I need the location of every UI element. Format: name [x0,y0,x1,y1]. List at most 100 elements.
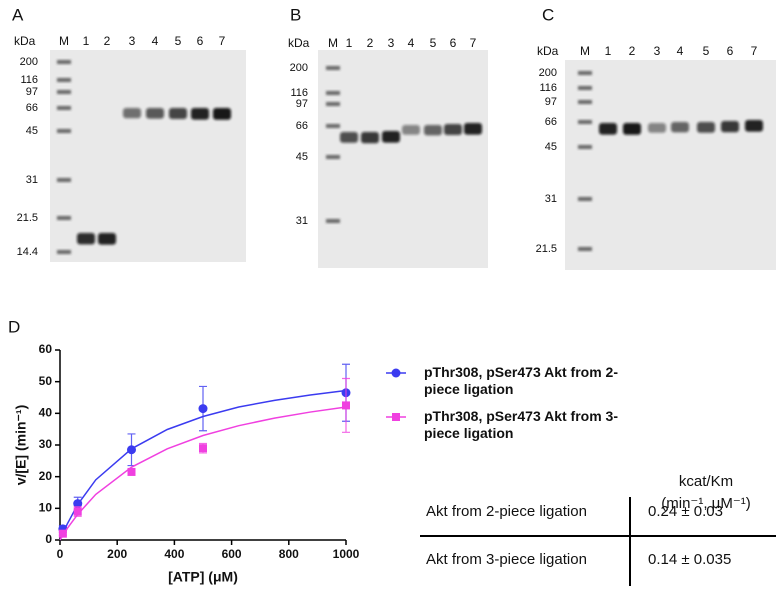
lane-label: 3 [129,34,136,48]
lane-label: 1 [605,44,612,58]
x-tick-label: 1000 [333,547,360,561]
y-tick-label: 10 [39,501,53,515]
gel-unit-label: kDa [537,44,559,58]
y-tick-label: 50 [39,374,53,388]
lane-label: 7 [219,34,226,48]
table-cell: Akt from 3-piece ligation [426,551,587,568]
protein-band [745,120,763,132]
marker-band [57,250,71,254]
marker-band [326,155,340,159]
marker-label: 45 [26,125,38,137]
x-tick-label: 400 [164,547,184,561]
lane-label: 6 [727,44,734,58]
lane-label: 1 [346,36,353,50]
marker-band [326,219,340,223]
data-point [199,444,207,453]
x-axis-label: [ATP] (μM) [168,569,238,585]
y-tick-label: 40 [39,406,53,420]
gel-image [50,50,246,262]
table-header: kcat/Km [679,473,733,490]
marker-label: 200 [539,67,557,79]
marker-label: 31 [545,193,557,205]
protein-band [146,108,164,119]
data-point [342,401,350,410]
marker-label: 66 [296,120,308,132]
marker-label: 31 [296,215,308,227]
y-tick-label: 20 [39,469,53,483]
lane-label: 6 [450,36,457,50]
protein-band [671,122,689,133]
data-point [73,499,83,509]
marker-label: 200 [290,62,308,74]
table-header: (min⁻¹, μM⁻¹) [661,495,750,512]
marker-band [578,247,592,251]
x-tick-label: 800 [279,547,299,561]
lane-label: 2 [367,36,374,50]
y-tick-label: 30 [39,437,53,451]
x-tick-label: 200 [107,547,127,561]
protein-band [123,108,141,119]
marker-band [326,91,340,95]
marker-band [578,86,592,90]
x-tick-label: 0 [57,547,64,561]
gel-image [318,50,488,268]
fit-curve [59,406,347,541]
protein-band [623,123,641,135]
lane-label: M [580,44,590,58]
marker-label: 21.5 [536,243,557,255]
marker-band [326,66,340,70]
marker-label: 200 [20,56,38,68]
protein-band [424,125,442,136]
legend-entry: pThr308, pSer473 Akt from 3-piece ligati… [424,408,618,441]
marker-label: 66 [545,116,557,128]
marker-band [578,71,592,75]
gel-unit-label: kDa [288,36,310,50]
lane-label: 4 [408,36,415,50]
protein-band [599,123,617,135]
lane-label: 6 [197,34,204,48]
marker-band [326,102,340,106]
protein-band [382,131,400,143]
marker-label: 97 [26,86,38,98]
marker-band [57,178,71,182]
marker-band [57,60,71,64]
marker-band [578,145,592,149]
legend-entry: pThr308, pSer473 Akt from 2-piece ligati… [424,364,618,397]
protein-band [213,108,231,120]
protein-band [169,108,187,119]
lane-label: 7 [470,36,477,50]
marker-label: 97 [296,98,308,110]
data-point [127,467,136,476]
protein-band [721,121,739,133]
protein-band [361,132,379,144]
lane-label: 5 [703,44,710,58]
protein-band [444,124,462,135]
data-point [58,529,67,538]
marker-label: 45 [545,141,557,153]
marker-band [57,78,71,82]
panel-letter: A [12,5,24,24]
gel-unit-label: kDa [14,34,36,48]
protein-band [402,125,420,135]
y-tick-label: 0 [45,532,52,546]
marker-label: 116 [290,87,308,99]
lane-label: 1 [83,34,90,48]
data-point [198,404,208,414]
protein-band [340,132,358,143]
x-tick-label: 600 [222,547,242,561]
protein-band [77,233,95,245]
marker-label: 14.4 [17,246,38,258]
lane-label: 5 [430,36,437,50]
lane-label: 2 [629,44,636,58]
marker-label: 31 [26,174,38,186]
protein-band [191,108,209,120]
gel-image [565,60,776,270]
marker-band [578,120,592,124]
protein-band [464,123,482,135]
lane-label: 5 [175,34,182,48]
marker-band [578,197,592,201]
marker-band [57,216,71,220]
table-cell: 0.24 ± 0.03 [648,503,723,520]
